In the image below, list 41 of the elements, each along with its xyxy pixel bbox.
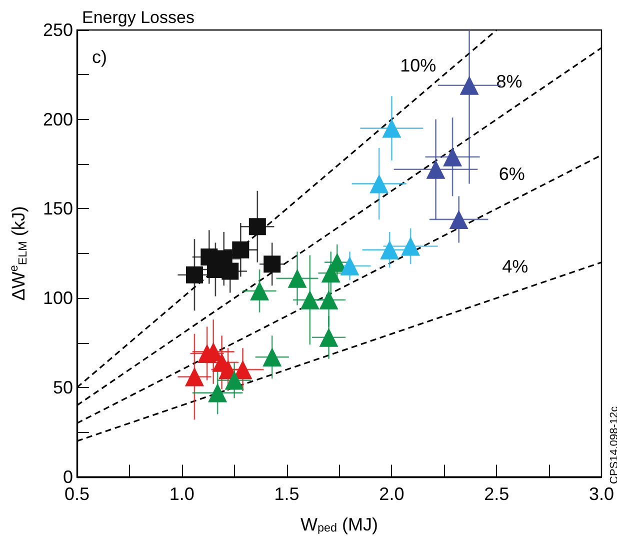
point [401, 236, 420, 256]
y-axis-title: ΔWeELM (kJ) [8, 206, 30, 301]
x-axis-title: Wped (MJ) [300, 514, 378, 534]
y-tick-label: 50 [52, 377, 73, 398]
point [319, 328, 338, 347]
point [370, 174, 389, 194]
point [208, 383, 228, 402]
text: 3.0 [588, 484, 614, 504]
point [319, 290, 338, 310]
point [262, 348, 282, 367]
point [340, 256, 360, 276]
x-tick-label: 2.5 [484, 484, 510, 504]
text: 1.0 [169, 484, 194, 504]
text: 2.0 [379, 484, 404, 504]
series-label: 6% [498, 164, 525, 184]
point [184, 367, 204, 386]
series-label: 4% [502, 256, 528, 276]
y-tick-label: 150 [42, 198, 73, 219]
point [224, 370, 244, 390]
y-tick-label: 100 [42, 288, 73, 308]
point [380, 240, 400, 260]
point [264, 256, 281, 273]
point [460, 76, 479, 95]
point [288, 268, 307, 288]
point [222, 262, 239, 280]
x-tick-label: 1.5 [274, 484, 300, 504]
point [382, 118, 402, 138]
point [248, 218, 266, 236]
series-label: 10% [400, 55, 436, 76]
point [232, 241, 250, 258]
point [186, 266, 203, 284]
point [300, 290, 320, 310]
y-tick-label: 200 [42, 109, 73, 130]
series-label: 8% [496, 72, 522, 92]
point [426, 160, 446, 179]
chart-title: Energy Losses [82, 8, 194, 27]
annotation: c) [92, 47, 107, 67]
y-tick-label: 250 [42, 20, 73, 40]
point [443, 147, 462, 166]
point [250, 281, 270, 300]
point [449, 210, 468, 229]
